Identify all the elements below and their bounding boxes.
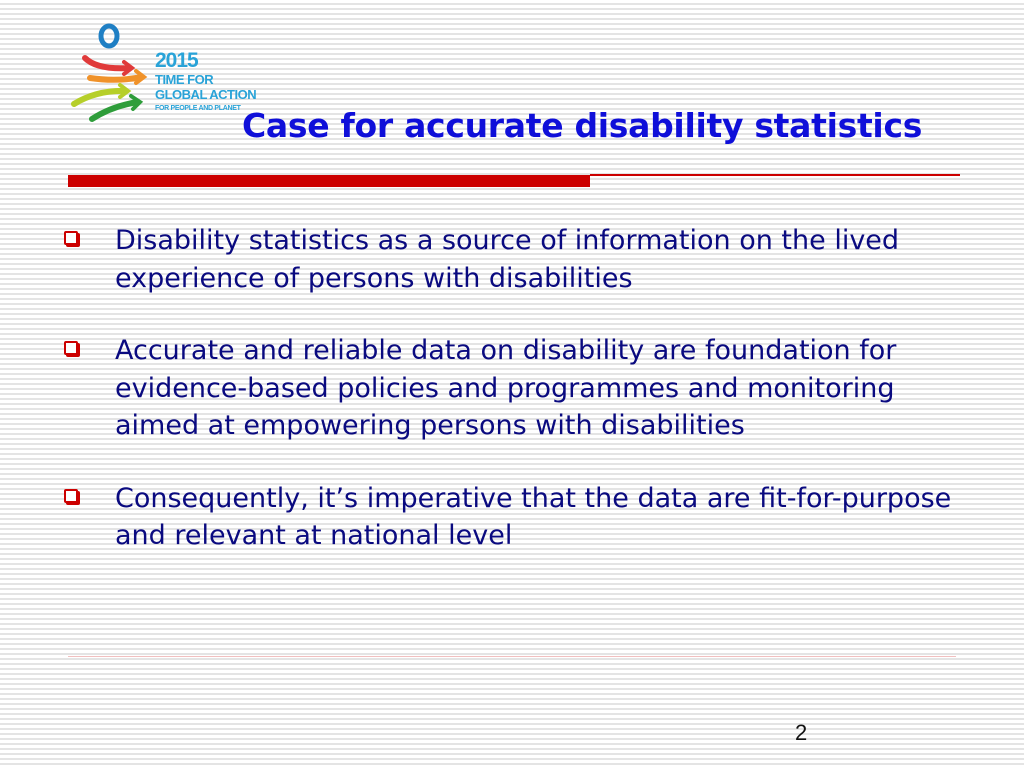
bullet-item: Consequently, it’s imperative that the d…: [62, 480, 962, 555]
logo-text: 2015 TIME FOR GLOBAL ACTION FOR PEOPLE A…: [155, 49, 257, 112]
bullet-text: Accurate and reliable data on disability…: [115, 335, 897, 441]
checkbox-bullet-icon: [64, 488, 78, 503]
logo-line-2: GLOBAL ACTION: [155, 87, 257, 102]
bullet-text: Disability statistics as a source of inf…: [115, 225, 900, 294]
logo-arrows-icon: [71, 23, 148, 122]
bullet-item: Accurate and reliable data on disability…: [62, 332, 962, 445]
slide-title: Case for accurate disability statistics: [242, 106, 923, 145]
checkbox-bullet-icon: [64, 341, 78, 355]
logo-year: 2015: [155, 49, 199, 72]
logo-line-1: TIME FOR: [155, 72, 214, 87]
logo: [62, 18, 252, 128]
bullet-list: Disability statistics as a source of inf…: [62, 222, 962, 590]
checkbox-bullet-icon: [64, 231, 78, 245]
page-number: 2: [795, 720, 808, 745]
bullet-text: Consequently, it’s imperative that the d…: [115, 482, 952, 552]
footer-divider: [68, 656, 956, 657]
bullet-item: Disability statistics as a source of inf…: [62, 222, 962, 297]
title-underline-thick: [68, 175, 590, 187]
logo-tagline: FOR PEOPLE AND PLANET: [155, 105, 241, 112]
title-underline-thin: [590, 174, 960, 176]
